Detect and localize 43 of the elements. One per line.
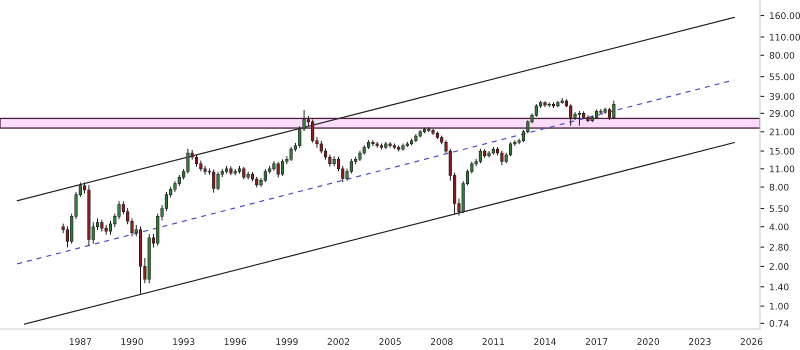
y-tick-label: 1.40: [770, 284, 789, 290]
y-tick-label: 29.00: [770, 110, 794, 117]
y-tick-label: 80.00: [770, 52, 794, 59]
y-tick-label: 21.00: [770, 128, 794, 136]
y-tick-label: 4.00: [769, 223, 789, 230]
y-tick-label: 11.00: [770, 166, 794, 172]
x-tick-label: 1987: [70, 338, 92, 346]
y-tick-label: 1.00: [770, 302, 789, 310]
x-tick-label: 2026: [740, 338, 762, 346]
candlestick: [358, 150, 362, 162]
candlestick: [199, 160, 202, 172]
candlestick: [255, 176, 258, 188]
x-tick-label: 2014: [534, 338, 556, 346]
candlestick: [320, 140, 323, 154]
candlestick: [612, 100, 616, 119]
x-tick-label: 2008: [430, 338, 453, 346]
candlestick: [216, 172, 220, 190]
x-tick-label: 2002: [328, 338, 350, 346]
candlestick: [280, 159, 284, 176]
candlestick: [173, 181, 177, 192]
x-tick-label: 2011: [482, 338, 504, 346]
y-tick-label: 2.00: [770, 263, 789, 270]
y-tick-label: 55.00: [770, 73, 794, 80]
x-tick-label: 1999: [276, 338, 298, 346]
y-tick-label: 15.00: [770, 148, 794, 155]
y-tick-label: 8.00: [770, 184, 789, 191]
candlestick: [276, 162, 280, 178]
y-tick-label: 0.74: [770, 320, 789, 327]
x-tick-label: 1993: [173, 338, 194, 346]
x-tick-label: 1990: [122, 338, 143, 346]
x-tick-label: 2017: [586, 338, 608, 346]
y-tick-label: 110.00: [770, 34, 800, 41]
x-tick-label: 1996: [224, 338, 246, 346]
y-tick-label: 5.50: [770, 205, 789, 212]
y-tick-label: 160.00: [770, 12, 800, 20]
x-tick-label: 2020: [637, 338, 660, 346]
candlestick: [569, 104, 572, 126]
y-tick-label: 39.00: [770, 93, 794, 100]
x-tick-label: 2023: [689, 338, 711, 346]
y-tick-label: 2.80: [770, 244, 789, 251]
x-tick-label: 2005: [379, 338, 401, 346]
candlestick: [608, 108, 612, 120]
candlestick: [194, 154, 198, 167]
